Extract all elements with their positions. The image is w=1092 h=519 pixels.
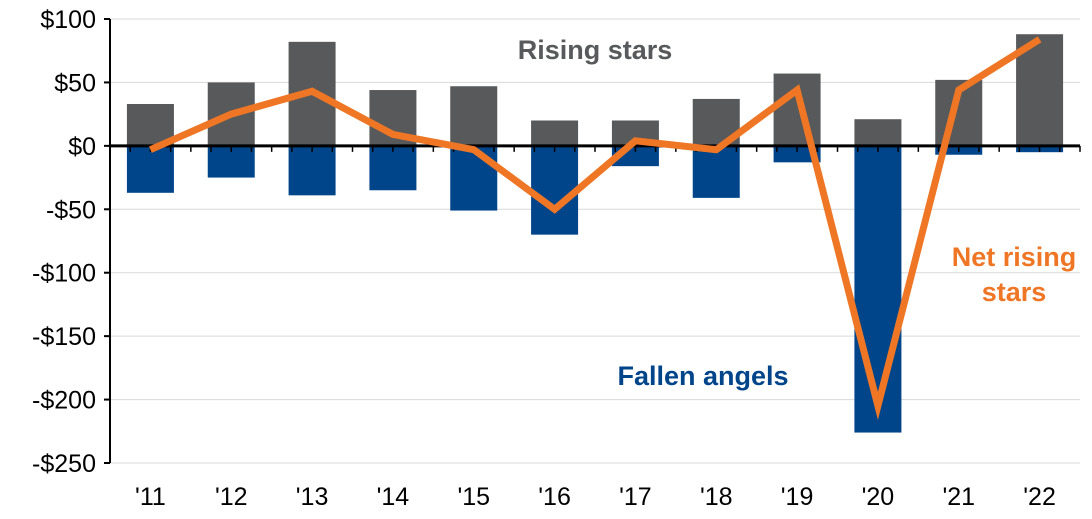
y-tick-label: -$250 — [32, 450, 96, 478]
annotation-net-rising-stars-2: stars — [982, 277, 1047, 307]
fallen-angels-bar — [531, 145, 579, 235]
x-tick-label: '17 — [619, 483, 652, 511]
fallen-angels-bar — [369, 145, 417, 191]
x-tick-label: '18 — [700, 483, 733, 511]
annotation-net-rising: Net rising — [952, 242, 1077, 272]
rising-stars-bar — [450, 86, 498, 146]
rising-stars-bar — [126, 103, 174, 146]
fallen-angels-bar — [692, 145, 740, 198]
y-axis-labels: -$250 -$200 -$150 -$100 -$50 $0 $50 $100 — [32, 6, 96, 478]
rising-stars-bar — [531, 120, 579, 146]
x-tick-label: '15 — [457, 483, 490, 511]
x-tick-label: '21 — [942, 483, 975, 511]
x-tick-label: '22 — [1023, 483, 1056, 511]
y-tick-label: -$100 — [32, 260, 96, 288]
net-rising-stars-line — [148, 36, 1042, 421]
rising-stars-bar — [773, 73, 821, 146]
annotations-group: Rising stars Fallen angels Net rising st… — [518, 35, 1077, 391]
annotation-fallen-angels: Fallen angels — [617, 361, 788, 391]
x-tick-label: '19 — [781, 483, 814, 511]
grid-lines — [110, 18, 1080, 464]
y-tick-label: $0 — [68, 133, 96, 161]
net-line-group — [148, 36, 1042, 421]
fallen-angels-bar — [288, 145, 336, 196]
y-tick-label: -$200 — [32, 387, 96, 415]
annotation-rising-stars: Rising stars — [518, 35, 673, 65]
x-tick-label: '20 — [862, 483, 895, 511]
y-tick-label: $100 — [40, 6, 96, 34]
x-tick-label: '13 — [296, 483, 329, 511]
rising-stars-bar — [854, 119, 902, 146]
y-tick-label: -$150 — [32, 323, 96, 351]
bars-group — [126, 34, 1064, 433]
x-tick-label: '14 — [377, 483, 410, 511]
y-tick-label: -$50 — [46, 196, 96, 224]
x-tick-label: '12 — [215, 483, 248, 511]
x-tick-label: '16 — [538, 483, 571, 511]
axes-group — [104, 18, 1081, 464]
fallen-angels-bar — [854, 145, 902, 433]
y-tick-label: $50 — [54, 69, 96, 97]
x-tick-label: '11 — [135, 483, 166, 511]
fallen-angels-bar — [450, 145, 498, 211]
fallen-angels-bar — [126, 145, 174, 193]
x-axis-labels: '11 '12 '13 '14 '15 '16 '17 '18 '19 '20 '21 '22 — [135, 483, 1056, 511]
